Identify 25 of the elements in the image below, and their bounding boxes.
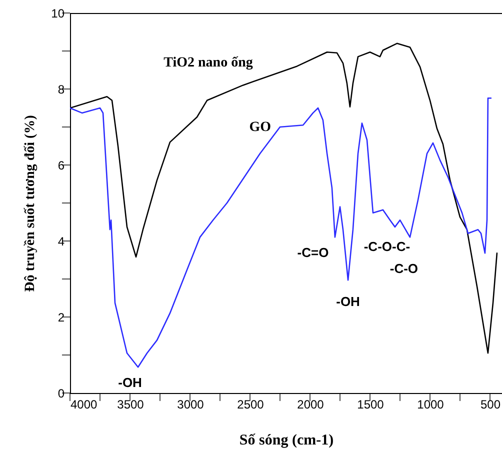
y-tick-label: 6 <box>58 158 65 172</box>
annotation: -OH <box>118 375 142 390</box>
x-tick-label: 3000 <box>177 398 204 412</box>
annotation: -OH <box>336 294 360 310</box>
x-tick-label: 4000 <box>70 398 98 412</box>
x-tick-label: 2500 <box>237 398 264 412</box>
x-axis-title: Số sóng (cm-1) <box>239 432 334 448</box>
annotation: -C=O <box>297 245 329 260</box>
series-label: TiO2 nano ống <box>164 55 253 70</box>
x-tick-label: 1500 <box>357 398 384 412</box>
x-tick-label: 3500 <box>117 398 144 412</box>
y-tick-label: 2 <box>58 310 65 324</box>
x-tick-label: 2000 <box>297 398 324 412</box>
y-tick-label: 8 <box>58 82 65 96</box>
y-tick-label: 10 <box>51 6 65 20</box>
line-series <box>70 97 492 368</box>
x-tick-label: 1000 <box>417 398 444 412</box>
y-tick-label: 0 <box>58 386 65 400</box>
y-axis-title: Độ truyền suốt tương đối (%) <box>23 114 38 292</box>
y-tick-label: 4 <box>58 234 65 248</box>
annotation: -C-O <box>390 261 418 276</box>
series-label: GO <box>249 120 272 135</box>
annotation: -C-O-C- <box>364 238 410 254</box>
x-tick-label: 500 <box>480 398 501 412</box>
line-series <box>70 42 498 354</box>
